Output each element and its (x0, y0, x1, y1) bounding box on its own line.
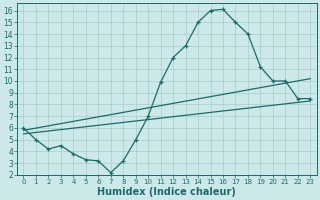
X-axis label: Humidex (Indice chaleur): Humidex (Indice chaleur) (98, 187, 236, 197)
